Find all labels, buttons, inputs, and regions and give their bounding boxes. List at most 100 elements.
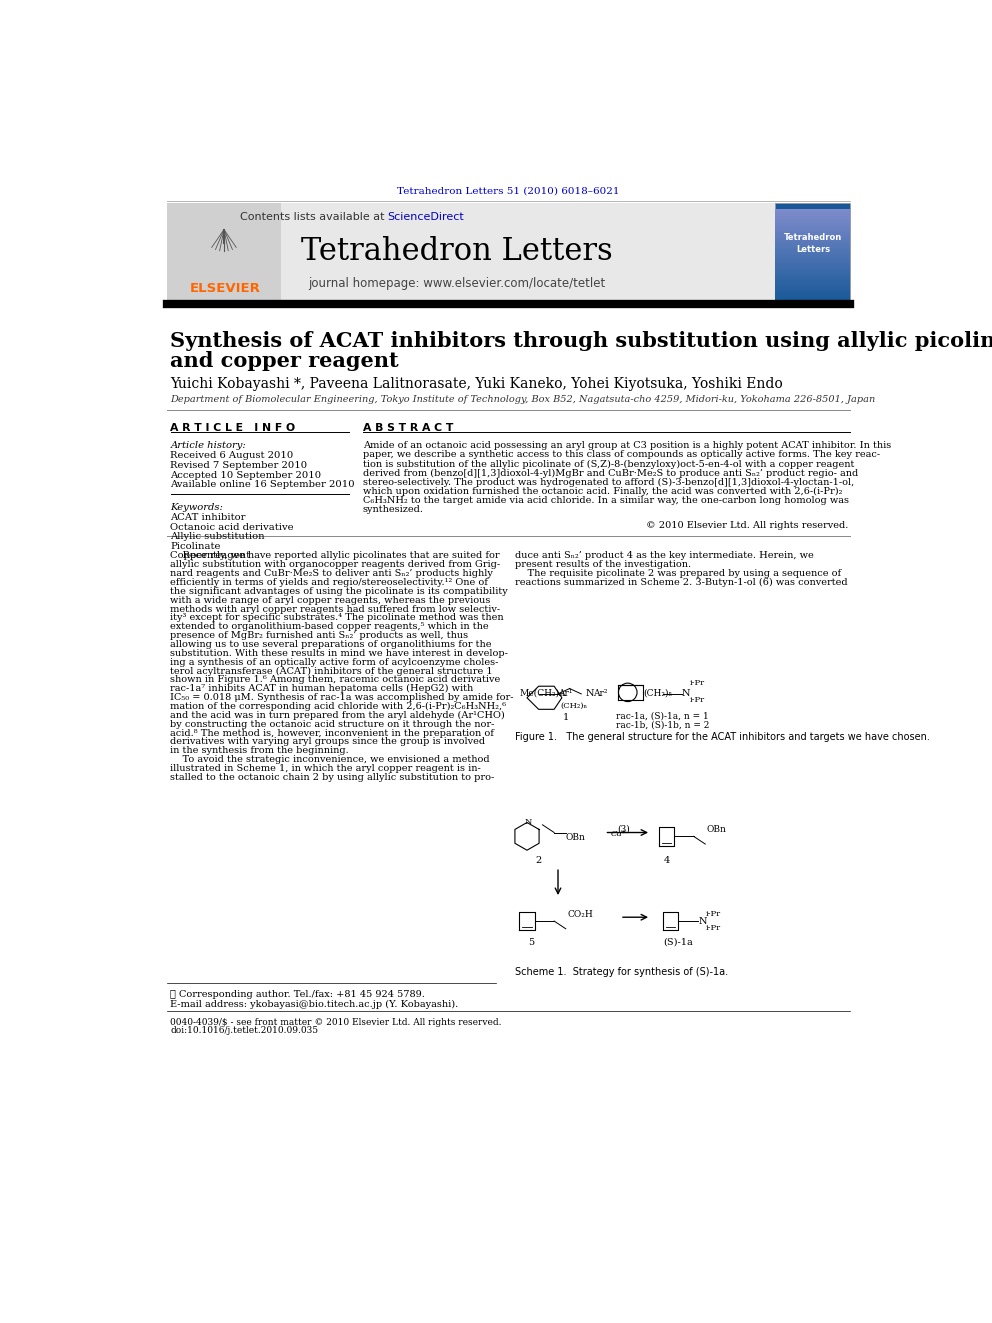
- Text: To avoid the strategic inconvenience, we envisioned a method: To avoid the strategic inconvenience, we…: [171, 755, 490, 765]
- Text: rac-1b, (S)-1b, n = 2: rac-1b, (S)-1b, n = 2: [616, 721, 709, 730]
- Text: Tetrahedron
Letters: Tetrahedron Letters: [784, 233, 842, 254]
- Text: A B S T R A C T: A B S T R A C T: [363, 423, 453, 433]
- Bar: [775, 294, 850, 296]
- Bar: [775, 283, 850, 284]
- Bar: [775, 266, 850, 269]
- Text: extended to organolithium-based copper reagents,⁵ which in the: extended to organolithium-based copper r…: [171, 622, 489, 631]
- Text: presence of MgBr₂ furnished anti Sₙ₂’ products as well, thus: presence of MgBr₂ furnished anti Sₙ₂’ pr…: [171, 631, 468, 640]
- Text: nard reagents and CuBr·Me₂S to deliver anti Sₙ₂’ products highly: nard reagents and CuBr·Me₂S to deliver a…: [171, 569, 493, 578]
- Bar: [775, 246, 850, 249]
- Bar: [775, 274, 850, 275]
- Bar: [775, 271, 850, 274]
- Text: Copper reagent: Copper reagent: [171, 552, 251, 561]
- Text: 5: 5: [528, 938, 534, 947]
- Text: Tetrahedron Letters 51 (2010) 6018–6021: Tetrahedron Letters 51 (2010) 6018–6021: [397, 187, 620, 196]
- Text: methods with aryl copper reagents had suffered from low selectiv-: methods with aryl copper reagents had su…: [171, 605, 501, 614]
- Text: rac-1a, (S)-1a, n = 1: rac-1a, (S)-1a, n = 1: [616, 712, 709, 721]
- Text: Figure 1.   The general structure for the ACAT inhibitors and targets we have ch: Figure 1. The general structure for the …: [516, 733, 930, 742]
- Text: terol acyltransferase (ACAT) inhibitors of the general structure 1: terol acyltransferase (ACAT) inhibitors …: [171, 667, 493, 676]
- Text: A R T I C L E   I N F O: A R T I C L E I N F O: [171, 423, 296, 433]
- Text: Recently, we have reported allylic picolinates that are suited for: Recently, we have reported allylic picol…: [171, 552, 500, 561]
- Text: ACAT inhibitor: ACAT inhibitor: [171, 513, 246, 523]
- Bar: [775, 202, 850, 302]
- Text: mation of the corresponding acid chloride with 2,6-(i-Pr)₂C₆H₃NH₂,⁶: mation of the corresponding acid chlorid…: [171, 703, 507, 712]
- Text: synthesized.: synthesized.: [363, 505, 424, 513]
- Bar: [775, 269, 850, 271]
- Text: 1: 1: [562, 713, 568, 722]
- Bar: [775, 290, 850, 292]
- Bar: [775, 250, 850, 253]
- Text: (CH₂)ₙ: (CH₂)ₙ: [560, 701, 587, 709]
- Text: Department of Biomolecular Engineering, Tokyo Institute of Technology, Box B52, : Department of Biomolecular Engineering, …: [171, 396, 876, 404]
- Bar: [775, 212, 850, 213]
- Bar: [775, 230, 850, 232]
- Bar: [775, 213, 850, 216]
- Text: Revised 7 September 2010: Revised 7 September 2010: [171, 460, 308, 470]
- Text: CO₂H: CO₂H: [567, 909, 593, 918]
- Text: derivatives with varying aryl groups since the group is involved: derivatives with varying aryl groups sin…: [171, 737, 486, 746]
- Text: i-Pr: i-Pr: [705, 925, 720, 933]
- Text: acid.⁸ The method is, however, inconvenient in the preparation of: acid.⁸ The method is, however, inconveni…: [171, 729, 494, 737]
- Bar: [167, 202, 282, 302]
- Text: N: N: [585, 688, 593, 697]
- Text: Received 6 August 2010: Received 6 August 2010: [171, 451, 294, 460]
- Text: Picolinate: Picolinate: [171, 542, 221, 550]
- Bar: [775, 284, 850, 287]
- Text: Contents lists available at: Contents lists available at: [239, 212, 388, 221]
- Text: Keywords:: Keywords:: [171, 503, 223, 512]
- Text: doi:10.1016/j.tetlet.2010.09.035: doi:10.1016/j.tetlet.2010.09.035: [171, 1025, 318, 1035]
- Text: rac-1a⁷ inhibits ACAT in human hepatoma cells (HepG2) with: rac-1a⁷ inhibits ACAT in human hepatoma …: [171, 684, 474, 693]
- Bar: [775, 216, 850, 218]
- Text: Cu*: Cu*: [610, 831, 627, 839]
- Bar: [775, 249, 850, 250]
- Bar: [775, 232, 850, 234]
- Bar: [775, 241, 850, 243]
- Text: duce anti Sₙ₂’ product 4 as the key intermediate. Herein, we: duce anti Sₙ₂’ product 4 as the key inte…: [516, 552, 814, 561]
- Bar: [775, 265, 850, 266]
- Bar: [775, 296, 850, 299]
- Text: ELSEVIER: ELSEVIER: [189, 282, 261, 295]
- Text: and copper reagent: and copper reagent: [171, 352, 399, 372]
- Text: © 2010 Elsevier Ltd. All rights reserved.: © 2010 Elsevier Ltd. All rights reserved…: [646, 521, 848, 529]
- Text: i-Pr: i-Pr: [689, 696, 705, 704]
- Bar: [775, 222, 850, 225]
- Bar: [775, 209, 850, 212]
- Text: i-Pr: i-Pr: [705, 909, 720, 918]
- Text: 4: 4: [664, 856, 670, 865]
- Bar: [775, 278, 850, 280]
- Text: The requisite picolinate 2 was prepared by using a sequence of: The requisite picolinate 2 was prepared …: [516, 569, 841, 578]
- Text: N: N: [525, 819, 533, 827]
- Text: Yuichi Kobayashi *, Paveena Lalitnorasate, Yuki Kaneko, Yohei Kiyotsuka, Yoshiki: Yuichi Kobayashi *, Paveena Lalitnorasat…: [171, 377, 784, 392]
- Text: allowing us to use several preparations of organolithiums for the: allowing us to use several preparations …: [171, 640, 492, 650]
- Text: Article history:: Article history:: [171, 442, 246, 450]
- Text: Accepted 10 September 2010: Accepted 10 September 2010: [171, 471, 321, 480]
- Text: E-mail address: ykobayasi@bio.titech.ac.jp (Y. Kobayashi).: E-mail address: ykobayasi@bio.titech.ac.…: [171, 1000, 458, 1008]
- Text: tion is substitution of the allylic picolinate of (S,Z)-8-(benzyloxy)oct-5-en-4-: tion is substitution of the allylic pico…: [363, 459, 854, 468]
- Text: OBn: OBn: [706, 824, 727, 833]
- Text: N: N: [699, 917, 707, 926]
- Text: paper, we describe a synthetic access to this class of compounds as optically ac: paper, we describe a synthetic access to…: [363, 450, 880, 459]
- Text: reactions summarized in Scheme 2. 3-Butyn-1-ol (6) was converted: reactions summarized in Scheme 2. 3-Buty…: [516, 578, 848, 587]
- Bar: [775, 275, 850, 278]
- Text: allylic substitution with organocopper reagents derived from Grig-: allylic substitution with organocopper r…: [171, 561, 501, 569]
- Bar: [775, 239, 850, 241]
- Text: (CH₂)₅: (CH₂)₅: [643, 688, 673, 697]
- Text: i-Pr: i-Pr: [689, 679, 705, 687]
- Text: Me(CH₂)ₘ: Me(CH₂)ₘ: [519, 688, 564, 697]
- Bar: [167, 202, 850, 302]
- Bar: [775, 262, 850, 265]
- Bar: [775, 280, 850, 283]
- Text: stereo-selectively. The product was hydrogenated to afford (S)-3-benzo[d][1,3]di: stereo-selectively. The product was hydr…: [363, 478, 854, 487]
- Text: derived from (benzo[d][1,3]dioxol-4-yl)MgBr and CuBr·Me₂S to produce anti Sₙ₂’ p: derived from (benzo[d][1,3]dioxol-4-yl)M…: [363, 468, 858, 478]
- Text: OBn: OBn: [565, 832, 585, 841]
- Bar: [775, 237, 850, 239]
- Bar: [775, 255, 850, 257]
- Text: by constructing the octanoic acid structure on it through the nor-: by constructing the octanoic acid struct…: [171, 720, 495, 729]
- Text: efficiently in terms of yields and regio/stereoselectivity.¹² One of: efficiently in terms of yields and regio…: [171, 578, 488, 587]
- Text: ScienceDirect: ScienceDirect: [388, 212, 464, 221]
- Text: (S)-1a: (S)-1a: [664, 938, 693, 947]
- Text: Octanoic acid derivative: Octanoic acid derivative: [171, 523, 294, 532]
- Text: Tetrahedron Letters: Tetrahedron Letters: [302, 235, 613, 267]
- Bar: [775, 253, 850, 255]
- Bar: [775, 292, 850, 294]
